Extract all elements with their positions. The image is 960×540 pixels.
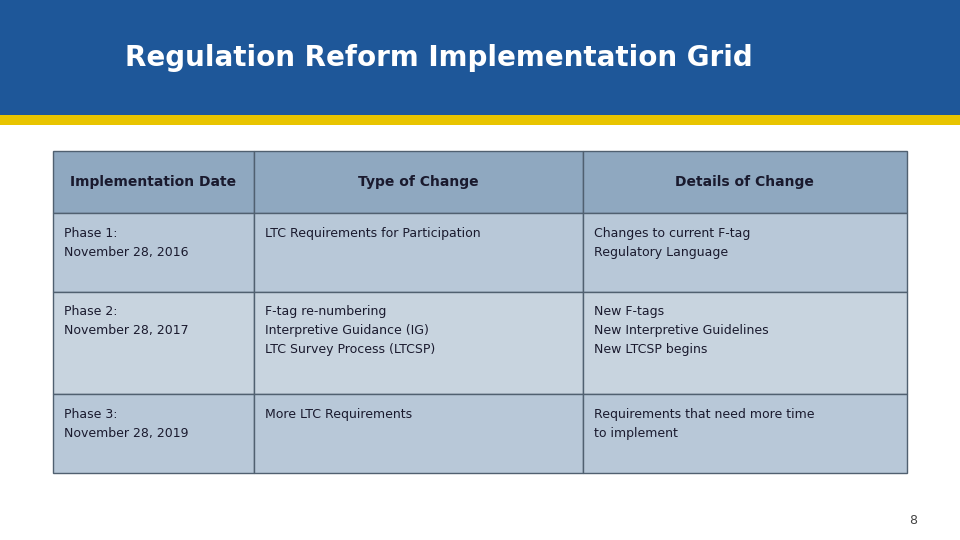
FancyBboxPatch shape xyxy=(253,151,583,213)
FancyBboxPatch shape xyxy=(53,394,253,472)
Text: 8: 8 xyxy=(909,514,917,526)
FancyBboxPatch shape xyxy=(0,0,960,115)
FancyBboxPatch shape xyxy=(583,292,907,394)
FancyBboxPatch shape xyxy=(583,151,907,213)
Text: Implementation Date: Implementation Date xyxy=(70,176,236,189)
FancyBboxPatch shape xyxy=(583,394,907,472)
FancyBboxPatch shape xyxy=(253,394,583,472)
Text: Requirements that need more time
to implement: Requirements that need more time to impl… xyxy=(594,408,814,440)
Text: Changes to current F-tag
Regulatory Language: Changes to current F-tag Regulatory Lang… xyxy=(594,227,751,259)
Text: Details of Change: Details of Change xyxy=(676,176,814,189)
Text: Type of Change: Type of Change xyxy=(358,176,478,189)
Text: Regulation Reform Implementation Grid: Regulation Reform Implementation Grid xyxy=(125,44,753,71)
Text: LTC Requirements for Participation: LTC Requirements for Participation xyxy=(265,227,481,240)
Text: More LTC Requirements: More LTC Requirements xyxy=(265,408,412,421)
FancyBboxPatch shape xyxy=(53,213,253,292)
FancyBboxPatch shape xyxy=(253,292,583,394)
FancyBboxPatch shape xyxy=(253,213,583,292)
Text: F-tag re-numbering
Interpretive Guidance (IG)
LTC Survey Process (LTCSP): F-tag re-numbering Interpretive Guidance… xyxy=(265,305,435,356)
FancyBboxPatch shape xyxy=(53,292,253,394)
Text: Phase 1:
November 28, 2016: Phase 1: November 28, 2016 xyxy=(64,227,189,259)
Text: New F-tags
New Interpretive Guidelines
New LTCSP begins: New F-tags New Interpretive Guidelines N… xyxy=(594,305,769,356)
FancyBboxPatch shape xyxy=(53,151,253,213)
Text: Phase 3:
November 28, 2019: Phase 3: November 28, 2019 xyxy=(64,408,189,440)
Text: Phase 2:
November 28, 2017: Phase 2: November 28, 2017 xyxy=(64,305,189,337)
FancyBboxPatch shape xyxy=(0,115,960,125)
FancyBboxPatch shape xyxy=(583,213,907,292)
